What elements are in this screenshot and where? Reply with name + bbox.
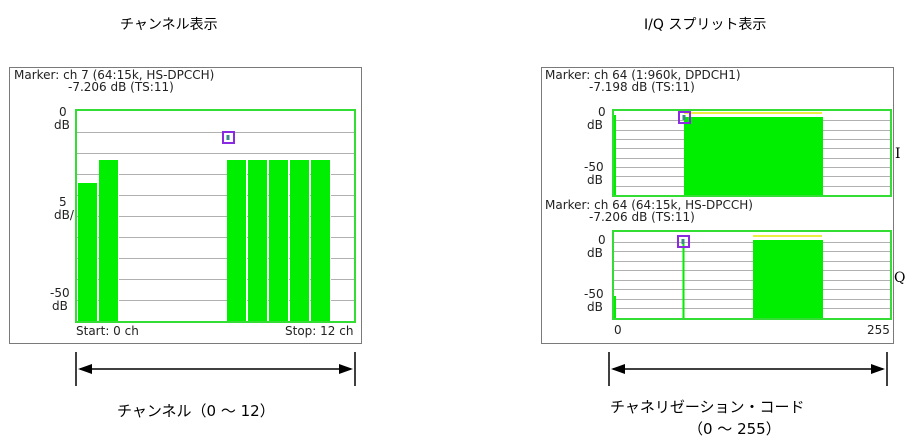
i-signal-block: [684, 117, 823, 195]
channel-bar: [227, 160, 246, 321]
left-y-top-value: 0: [59, 105, 67, 119]
channel-bar: [78, 183, 97, 321]
left-y-scale-value: 5: [59, 195, 67, 209]
right-title: I/Q スプリット表示: [644, 17, 767, 33]
marker-point: [682, 115, 686, 120]
left-y-bottom-value: -50: [50, 286, 70, 300]
left-channel-chart: [77, 131, 354, 321]
marker-point: [681, 239, 685, 244]
right-i-y-top-value: 0: [598, 105, 606, 119]
i-trace-edge: [614, 115, 616, 195]
right-q-y-top-value: 0: [598, 233, 606, 247]
right-marker-i-line2: -7.198 dB (TS:11): [589, 80, 695, 94]
left-title: チャンネル表示: [120, 17, 218, 33]
left-y-scale-unit: dB/: [54, 208, 74, 222]
right-q-y-top-unit: dB: [587, 246, 603, 260]
right-marker-q-line1: Marker: ch 64 (64:15k, HS-DPCCH): [545, 198, 753, 212]
right-caption-line2: （0 ～ 255）: [688, 420, 781, 438]
left-caption: チャンネル（0 ～ 12）: [117, 402, 275, 420]
right-q-y-bottom-unit: dB: [587, 300, 603, 314]
right-i-y-top-unit: dB: [587, 118, 603, 132]
marker-box: [677, 235, 690, 248]
q-marker-line: [682, 242, 685, 318]
right-q-y-bottom-value: -50: [584, 287, 604, 301]
left-y-top-unit: dB: [54, 118, 70, 132]
left-plot-area: [75, 109, 356, 323]
left-marker-line2: -7.206 dB (TS:11): [68, 80, 174, 94]
right-marker-q-line2: -7.206 dB (TS:11): [589, 210, 695, 224]
right-marker-i-line1: Marker: ch 64 (1:960k, DPDCH1): [545, 68, 741, 82]
q-plot-area: [612, 230, 892, 320]
left-y-bottom-unit: dB: [52, 299, 68, 313]
left-start-label: Start: 0 ch: [76, 324, 139, 338]
left-stop-label: Stop: 12 ch: [285, 324, 354, 338]
right-caption-line1: チャネリゼーション・コード: [610, 398, 805, 416]
channel-bar: [248, 160, 267, 321]
channel-bar: [311, 160, 330, 321]
channel-display-panel: Marker: ch 7 (64:15k, HS-DPCCH) -7.206 d…: [9, 67, 362, 344]
left-marker-line1: Marker: ch 7 (64:15k, HS-DPCCH): [14, 68, 215, 82]
channel-bar: [269, 160, 288, 321]
channel-bar: [99, 160, 118, 321]
marker-point: [226, 135, 230, 140]
marker-box: [222, 131, 235, 144]
i-channel-chart: [614, 111, 890, 195]
iq-split-panel: Marker: ch 64 (1:960k, DPDCH1) -7.198 dB…: [541, 67, 894, 344]
channel-bar: [290, 160, 309, 321]
marker-box: [678, 111, 691, 124]
i-channel-label: I: [895, 146, 901, 162]
right-x-start: 0: [614, 323, 622, 337]
q-signal-block: [753, 240, 823, 318]
q-trace-edge: [614, 296, 616, 318]
q-channel-chart: [614, 235, 890, 318]
right-i-y-bottom-unit: dB: [587, 173, 603, 187]
right-i-y-bottom-value: -50: [584, 160, 604, 174]
q-channel-label: Q: [894, 270, 906, 286]
right-x-end: 255: [867, 323, 890, 337]
i-plot-area: [612, 109, 892, 197]
